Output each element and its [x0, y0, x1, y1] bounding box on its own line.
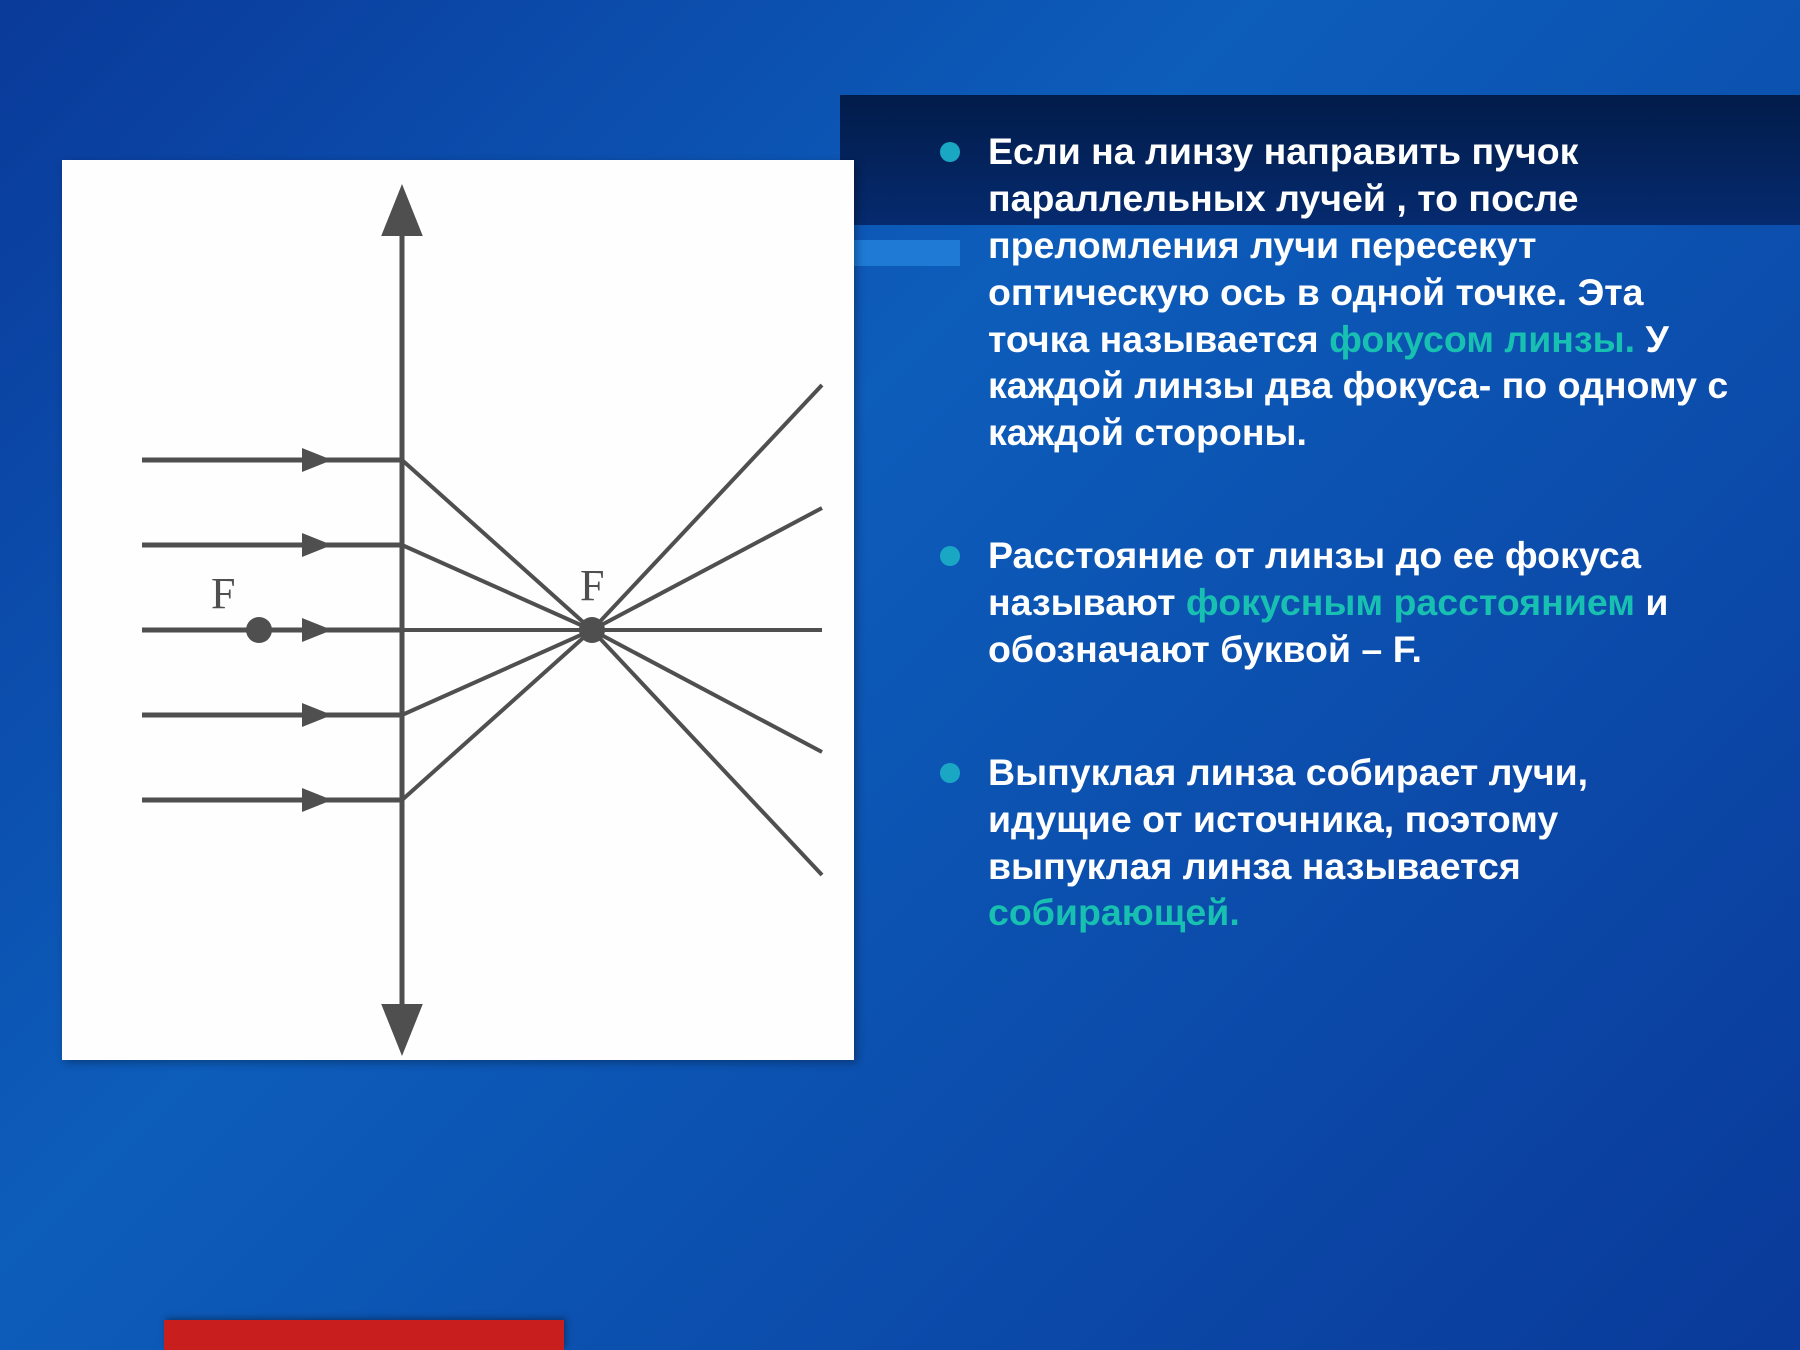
plain-text: Выпуклая линза собирает лучи, идущие от … [988, 751, 1588, 887]
footer-red-bar [164, 1320, 564, 1350]
bullet-text: Расстояние от линзы до ее фокуса называю… [988, 532, 1740, 673]
svg-text:F: F [211, 569, 235, 618]
bullet-item: Если на линзу направить пучок параллельн… [940, 128, 1740, 456]
bullet-list: Если на линзу направить пучок параллельн… [940, 128, 1740, 1012]
highlight-text: фокусным расстоянием [1186, 581, 1645, 623]
bullet-item: Выпуклая линза собирает лучи, идущие от … [940, 749, 1740, 937]
svg-text:F: F [580, 561, 604, 610]
highlight-text: фокусом линзы. [1329, 318, 1635, 360]
highlight-text: собирающей. [988, 891, 1240, 933]
lens-ray-diagram: FF [62, 160, 854, 1060]
bullet-text: Выпуклая линза собирает лучи, идущие от … [988, 749, 1740, 937]
bullet-dot-icon [940, 142, 960, 162]
bullet-dot-icon [940, 763, 960, 783]
bullet-text: Если на линзу направить пучок параллельн… [988, 128, 1740, 456]
bullet-item: Расстояние от линзы до ее фокуса называю… [940, 532, 1740, 673]
bullet-dot-icon [940, 546, 960, 566]
